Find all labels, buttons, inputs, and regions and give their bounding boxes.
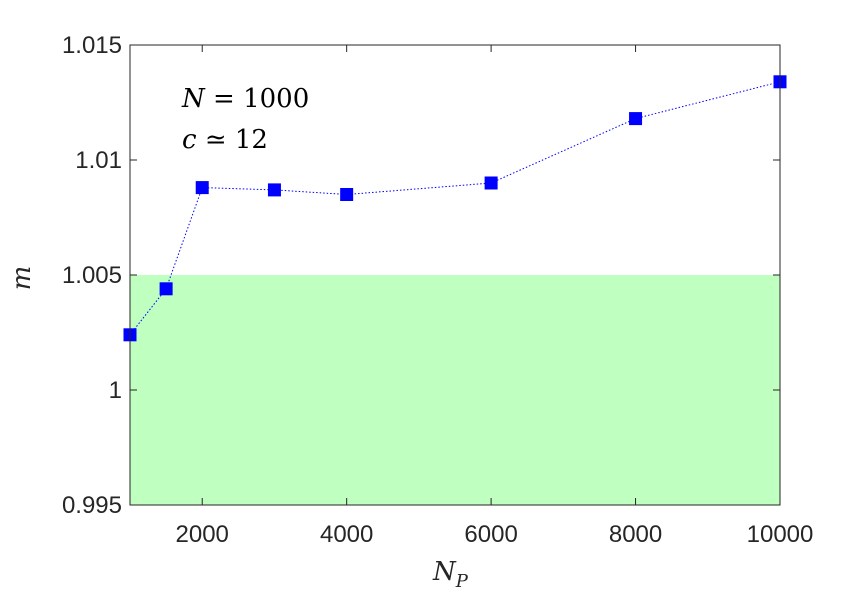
data-point-marker — [484, 176, 498, 190]
data-point-marker — [629, 112, 643, 126]
x-tick-label: 4000 — [320, 521, 373, 548]
y-tick-label: 1.015 — [62, 32, 122, 59]
x-tick-label: 10000 — [747, 521, 814, 548]
x-tick-label: 6000 — [464, 521, 517, 548]
ticks-layer: 0.995 1 1.005 1.01 1.015 2000 4000 6000 8000 1000… — [62, 32, 813, 548]
x-axis-label: NP — [432, 557, 469, 592]
data-point-marker — [267, 183, 281, 197]
shaded-band — [130, 275, 780, 505]
plot-frame — [129, 44, 781, 506]
annotation-c-approx: c ≃ 12 — [182, 125, 268, 155]
annotation-n-equals: N = 1000 — [181, 84, 309, 114]
data-point-marker — [195, 181, 209, 195]
y-tick-label: 1.01 — [75, 147, 122, 174]
data-point-marker — [340, 188, 354, 201]
series-line — [129, 81, 781, 336]
data-point-marker — [159, 282, 173, 296]
y-tick-label: 1.005 — [62, 262, 122, 289]
y-tick-label: 0.995 — [62, 492, 122, 519]
x-tick-label: 2000 — [176, 521, 229, 548]
x-axis-label-main: N — [432, 557, 457, 587]
y-axis-label: m — [7, 266, 37, 291]
y-tick-label: 1 — [109, 377, 122, 404]
x-tick-label: 8000 — [609, 521, 662, 548]
x-axis-label-subscript: P — [455, 571, 469, 592]
